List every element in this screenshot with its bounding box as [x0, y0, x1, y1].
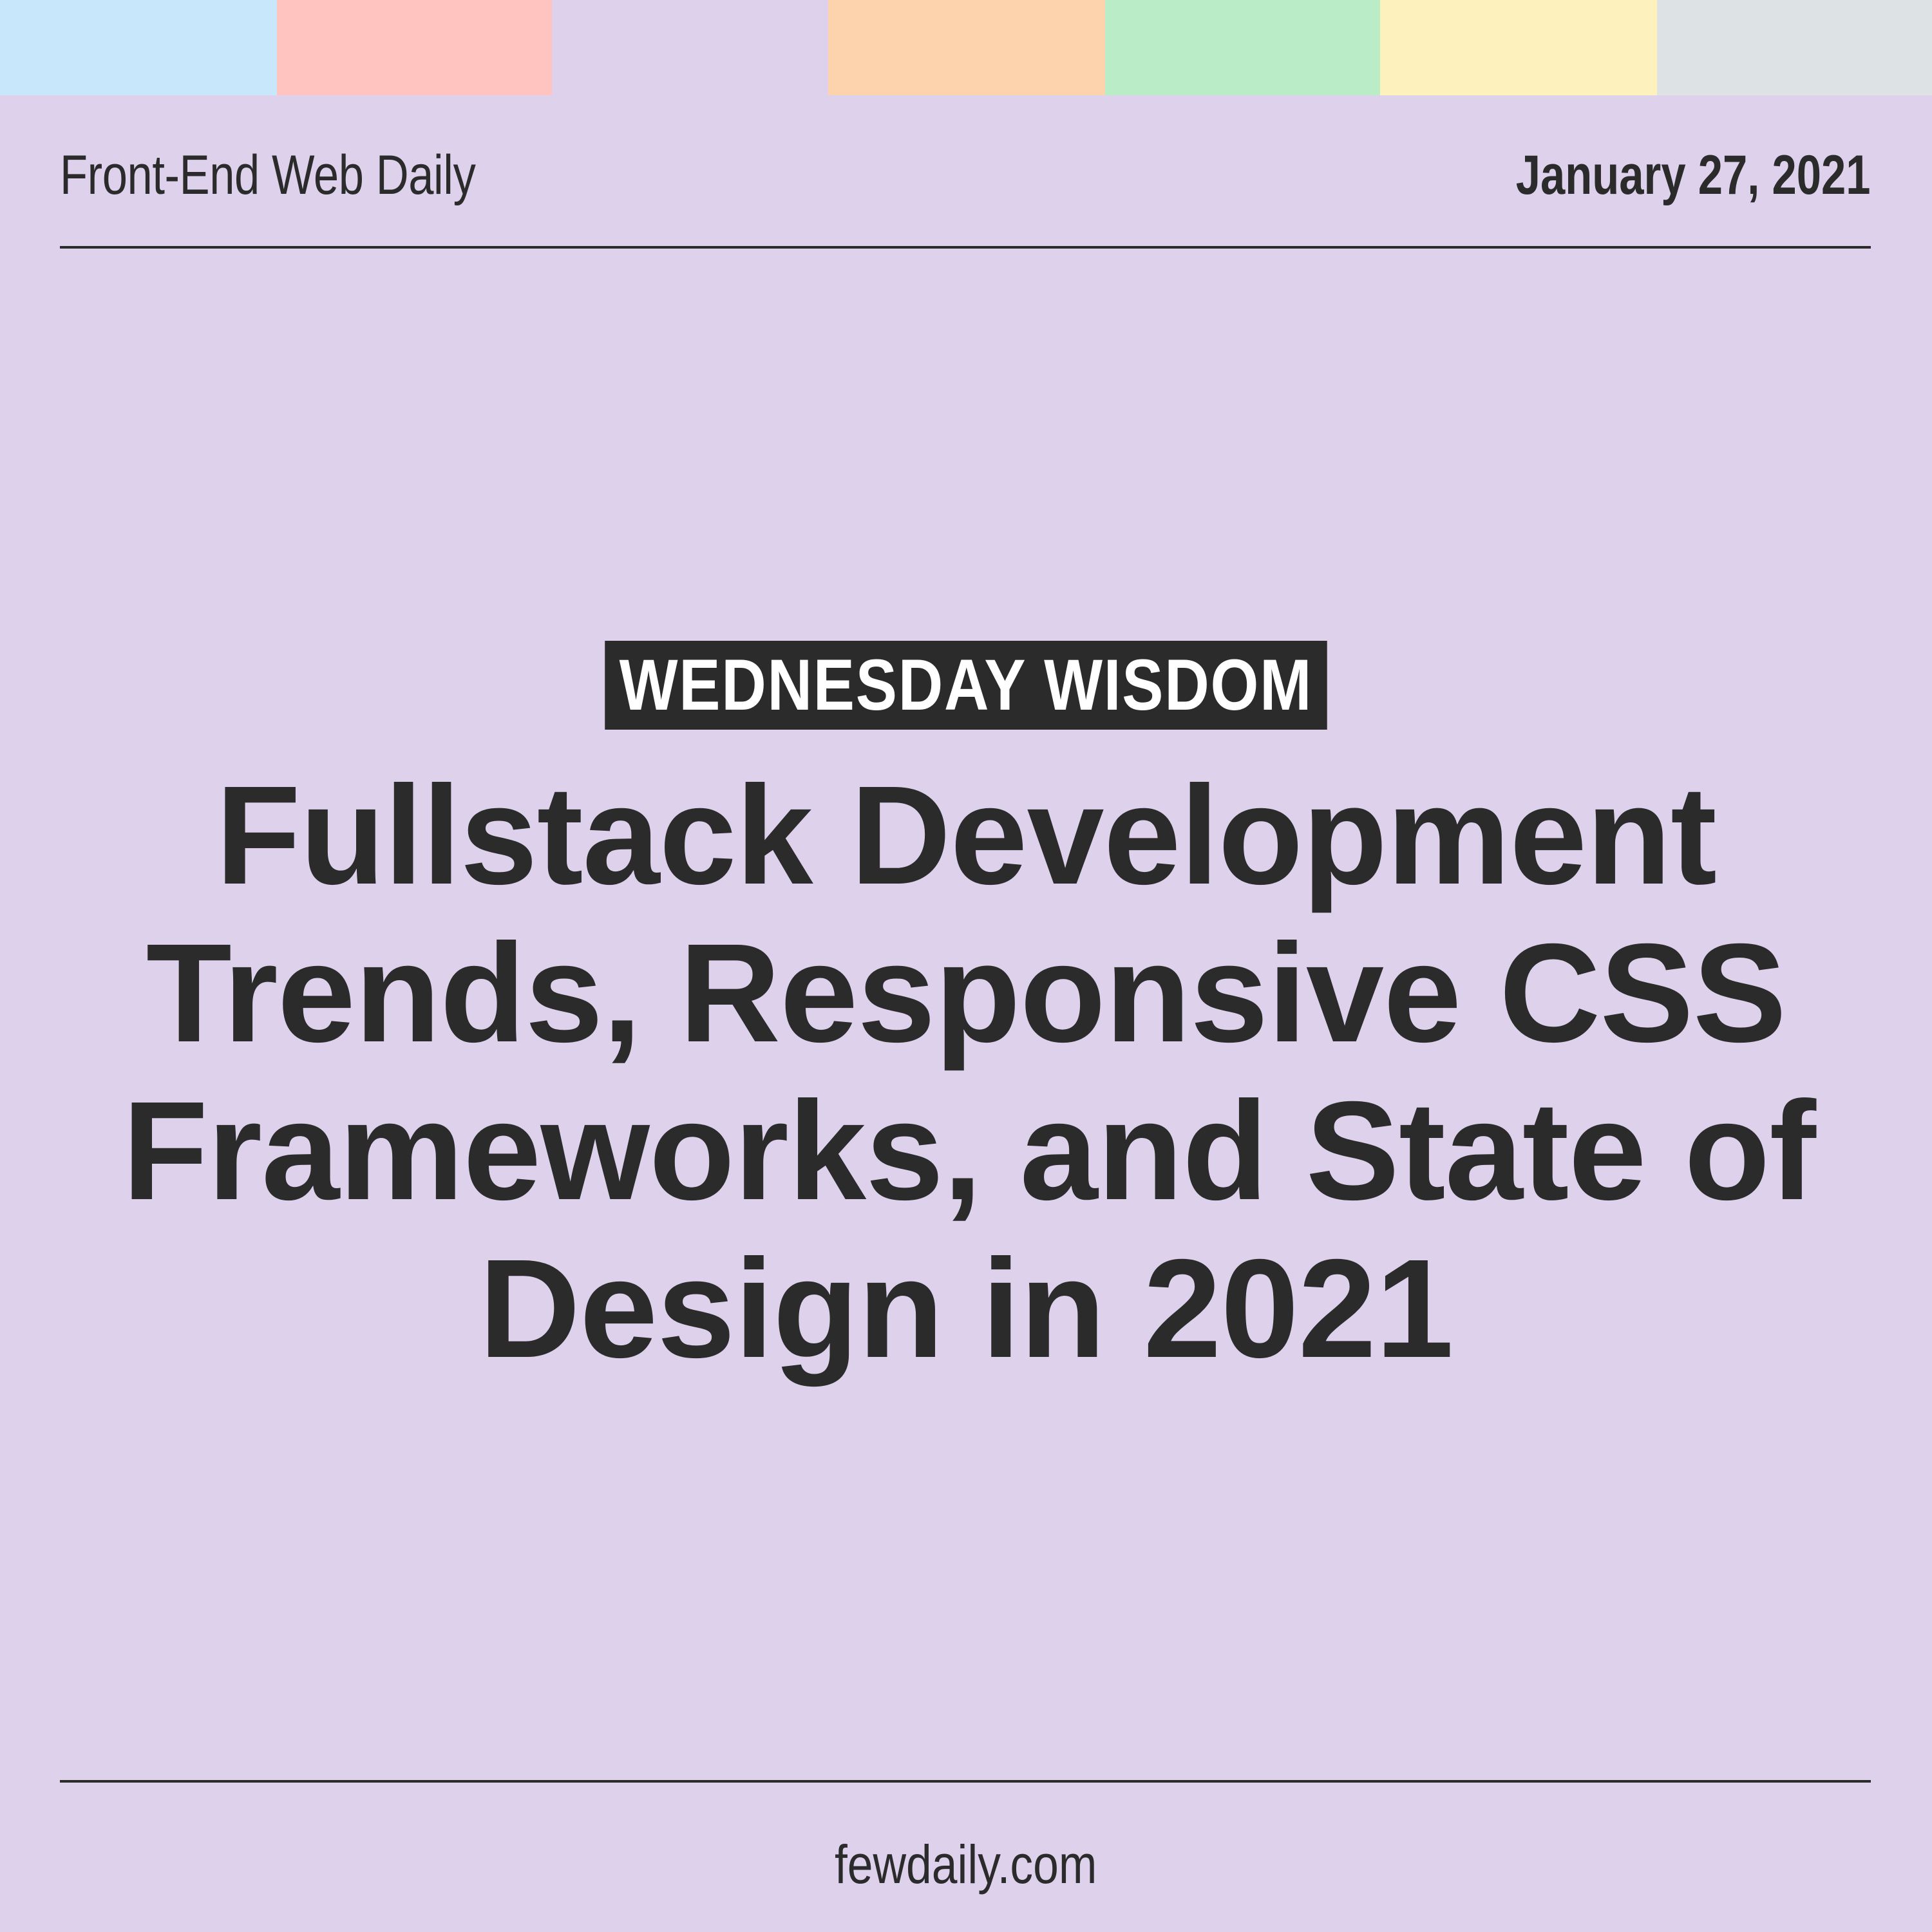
website-link[interactable]: fewdaily.com: [835, 1834, 1097, 1895]
color-swatch-background-gap: [552, 0, 828, 95]
color-swatch-pastel-blue: [0, 0, 277, 95]
headline-line: Fullstack Development: [216, 757, 1717, 914]
footer: fewdaily.com: [0, 1797, 1932, 1932]
masthead-divider: [60, 246, 1871, 249]
headline-line: Design in 2021: [478, 1231, 1454, 1387]
color-swatch-pastel-gray: [1657, 0, 1932, 95]
color-swatch-bar: [0, 0, 1932, 95]
footer-divider: [60, 1780, 1871, 1783]
color-swatch-pastel-orange: [828, 0, 1105, 95]
page-title: Fullstack Development Trends, Responsive…: [122, 757, 1816, 1388]
color-swatch-pastel-pink: [277, 0, 552, 95]
masthead: Front-End Web Daily January 27, 2021: [60, 137, 1871, 214]
status-badge: WEDNESDAY WISDOM: [605, 641, 1327, 730]
headline-line: Trends, Responsive CSS: [146, 915, 1786, 1072]
publication-name: Front-End Web Daily: [60, 144, 476, 206]
issue-date: January 27, 2021: [1516, 144, 1871, 206]
color-swatch-pastel-green: [1105, 0, 1380, 95]
headline-line: Frameworks, and State of: [122, 1073, 1816, 1229]
main-content: WEDNESDAY WISDOM Fullstack Development T…: [0, 249, 1932, 1780]
color-swatch-pastel-yellow: [1380, 0, 1657, 95]
